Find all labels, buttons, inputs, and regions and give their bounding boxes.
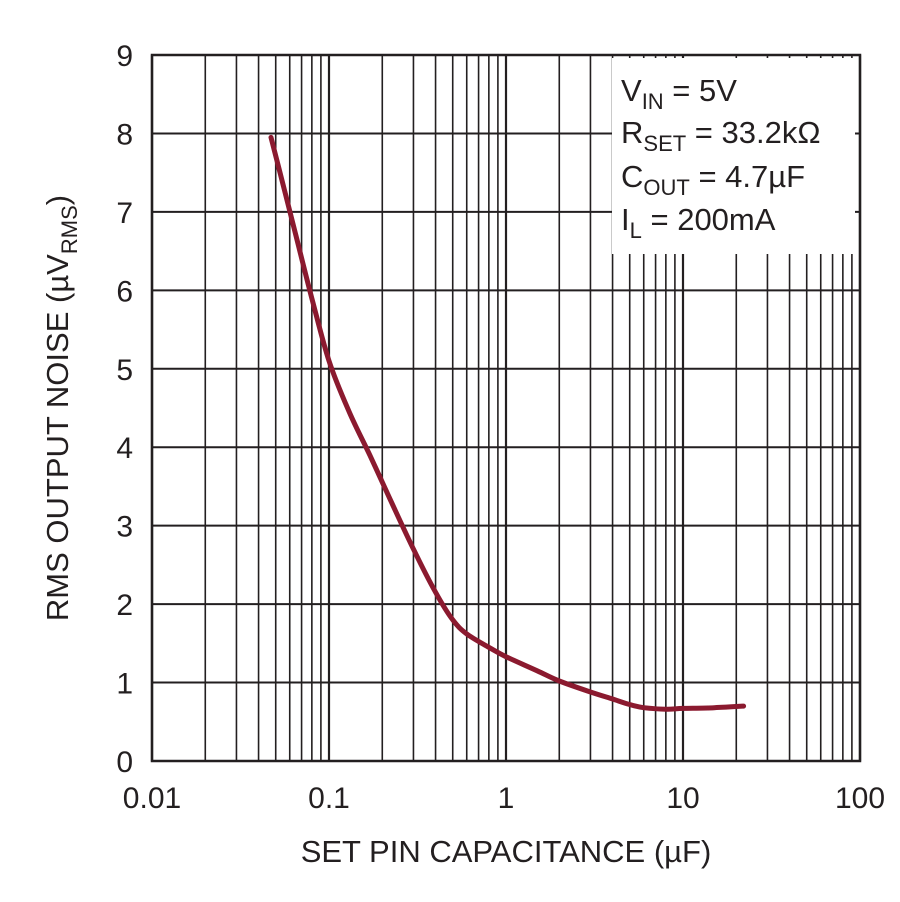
y-axis-title-sub: RMS	[57, 205, 82, 254]
x-tick-labels: 0.01 0.1 1 10 100	[123, 782, 885, 815]
x-axis-title: SET PIN CAPACITANCE (µF)	[301, 834, 712, 869]
y-tick-label: 8	[116, 118, 133, 151]
y-axis-title: RMS OUTPUT NOISE (µVRMS)	[40, 195, 82, 621]
x-tick-label: 1	[498, 782, 515, 815]
x-tick-label: 0.1	[308, 782, 350, 815]
annotation-line-cout: COUT = 4.7µF	[621, 159, 805, 200]
y-tick-label: 2	[116, 589, 133, 622]
y-axis-title-main: RMS OUTPUT NOISE (µV	[40, 254, 75, 621]
series-line-noise	[268, 134, 747, 712]
y-tick-label: 0	[116, 746, 133, 779]
annotation-background	[612, 58, 855, 254]
y-tick-labels: 0 1 2 3 4 5 6 7 8 9	[116, 40, 133, 779]
y-tick-label: 1	[116, 668, 133, 701]
x-tick-label: 10	[666, 782, 699, 815]
y-tick-label: 4	[116, 432, 133, 465]
annotation-line-il: IL = 200mA	[621, 202, 776, 243]
y-tick-label: 9	[116, 40, 133, 73]
annotation-line-vin: VIN = 5V	[621, 73, 737, 114]
y-axis-title-close: )	[40, 195, 75, 205]
y-tick-label: 5	[116, 354, 133, 387]
plot-border	[150, 53, 862, 763]
y-tick-label: 6	[116, 275, 133, 308]
y-tick-label: 3	[116, 511, 133, 544]
y-tick-label: 7	[116, 197, 133, 230]
x-tick-label: 100	[835, 782, 885, 815]
conditions-annotation: VIN = 5V RSET = 33.2kΩ COUT = 4.7µF IL =…	[621, 73, 821, 243]
annotation-line-rset: RSET = 33.2kΩ	[621, 115, 821, 156]
x-tick-label: 0.01	[123, 782, 181, 815]
